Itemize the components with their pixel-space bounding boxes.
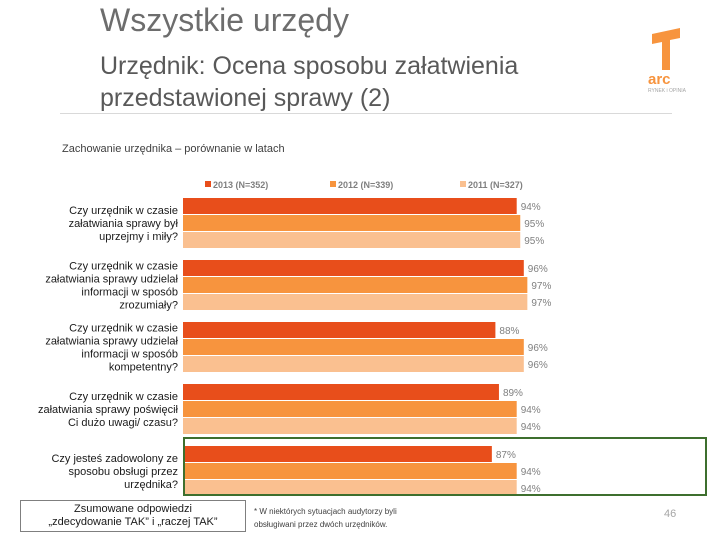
- bar-1-0: [183, 260, 524, 276]
- bar-3-2: [183, 418, 517, 434]
- category-label-4: Czy jesteś zadowolony ze sposobu obsługi …: [51, 453, 178, 491]
- value-label-3-1: 94%: [521, 405, 541, 416]
- bar-0-2: [183, 232, 521, 248]
- category-label-line: sposobu obsługi przez: [69, 466, 178, 478]
- legend-label-1: 2012 (N=339): [338, 180, 393, 190]
- value-label-2-2: 96%: [528, 360, 548, 371]
- bar-4-1: [183, 463, 517, 479]
- asterisk-line1: * W niektórych sytuacjach audytorzy byli: [254, 507, 397, 516]
- value-label-2-0: 88%: [499, 326, 519, 337]
- bar-2-1: [183, 339, 524, 355]
- category-label-3: Czy urzędnik w czasie załatwiania sprawy …: [38, 391, 179, 429]
- value-label-2-1: 96%: [528, 343, 548, 354]
- highlight-frame: [183, 437, 707, 496]
- value-label-1-0: 96%: [528, 264, 548, 275]
- value-label-0-0: 94%: [521, 202, 541, 213]
- category-label-line: załatwiania sprawy poświęcił: [38, 404, 179, 416]
- bar-4-2: [183, 480, 517, 496]
- asterisk-footnote: * W niektórych sytuacjach audytorzy byli…: [254, 505, 454, 531]
- title-divider: [60, 113, 672, 114]
- category-label-line: Czy jesteś zadowolony ze: [51, 453, 178, 465]
- value-label-1-2: 97%: [531, 298, 551, 309]
- value-label-3-0: 89%: [503, 388, 523, 399]
- category-label-line: uprzejmy i miły?: [99, 231, 178, 243]
- logo-mark-icon: [652, 28, 680, 70]
- category-label-line: kompetentny?: [109, 362, 178, 374]
- bar-chart: 2013 (N=352) 2012 (N=339) 2011 (N=327) 94% 9…: [38, 180, 551, 496]
- category-label-1: Czy urzędnik w czasie załatwiania sprawy …: [45, 261, 178, 312]
- legend-swatch-1: [330, 181, 336, 187]
- logo-text: arc: [648, 71, 671, 88]
- bar-3-1: [183, 401, 517, 417]
- summed-answers-note: Zsumowane odpowiedzi „zdecydowanie TAK” …: [20, 500, 246, 532]
- value-label-0-1: 95%: [524, 219, 544, 230]
- category-label-line: załatwiania sprawy udzielał: [45, 274, 178, 286]
- logo-tagline: RYNEK i OPINIA: [648, 88, 687, 94]
- category-label-line: informacji w sposób: [81, 287, 178, 299]
- value-label-0-2: 95%: [524, 236, 544, 247]
- bar-0-1: [183, 215, 521, 231]
- bar-2-2: [183, 356, 524, 372]
- value-label-4-2: 94%: [521, 484, 541, 495]
- category-label-line: urzędnika?: [124, 479, 178, 491]
- value-label-3-2: 94%: [521, 422, 541, 433]
- category-label-line: informacji w sposób: [81, 349, 178, 361]
- legend-swatch-0: [205, 181, 211, 187]
- bar-0-0: [183, 198, 517, 214]
- value-label-4-0: 87%: [496, 450, 516, 461]
- asterisk-line2: obsługiwani przez dwóch urzędników.: [254, 520, 388, 529]
- category-label-line: załatwiania sprawy udzielał: [45, 336, 178, 348]
- bar-1-1: [183, 277, 528, 293]
- chart-subtitle: Zachowanie urzędnika – porównanie w lata…: [62, 143, 285, 155]
- value-label-1-1: 97%: [531, 281, 551, 292]
- summed-answers-line2: „zdecydowanie TAK” i „raczej TAK”: [48, 516, 218, 528]
- summed-answers-line1: Zsumowane odpowiedzi: [73, 503, 192, 515]
- category-label-line: Czy urzędnik w czasie: [69, 391, 178, 403]
- page-title: Wszystkie urzędy: [100, 2, 349, 38]
- page-number: 46: [664, 508, 677, 520]
- arc-logo: arc RYNEK i OPINIA: [648, 28, 687, 94]
- category-label-0: Czy urzędnik w czasie załatwiania sprawy …: [69, 205, 179, 243]
- category-label-line: zrozumiały?: [119, 300, 178, 312]
- legend-label-0: 2013 (N=352): [213, 180, 268, 190]
- category-label-line: Ci dużo uwagi/ czasu?: [68, 417, 178, 429]
- legend-swatch-2: [460, 181, 466, 187]
- category-label-line: załatwiania sprawy był: [69, 218, 179, 230]
- legend-label-2: 2011 (N=327): [468, 180, 523, 190]
- page-subtitle: Urzędnik: Ocena sposobu załatwienia prze…: [100, 52, 519, 112]
- bar-2-0: [183, 322, 496, 338]
- bar-1-2: [183, 294, 528, 310]
- value-label-4-1: 94%: [521, 467, 541, 478]
- category-label-line: Czy urzędnik w czasie: [69, 323, 178, 335]
- category-label-line: Czy urzędnik w czasie: [69, 261, 178, 273]
- bar-4-0: [183, 446, 492, 462]
- category-label-line: Czy urzędnik w czasie: [69, 205, 178, 217]
- bar-3-0: [183, 384, 499, 400]
- category-label-2: Czy urzędnik w czasie załatwiania sprawy …: [45, 323, 178, 374]
